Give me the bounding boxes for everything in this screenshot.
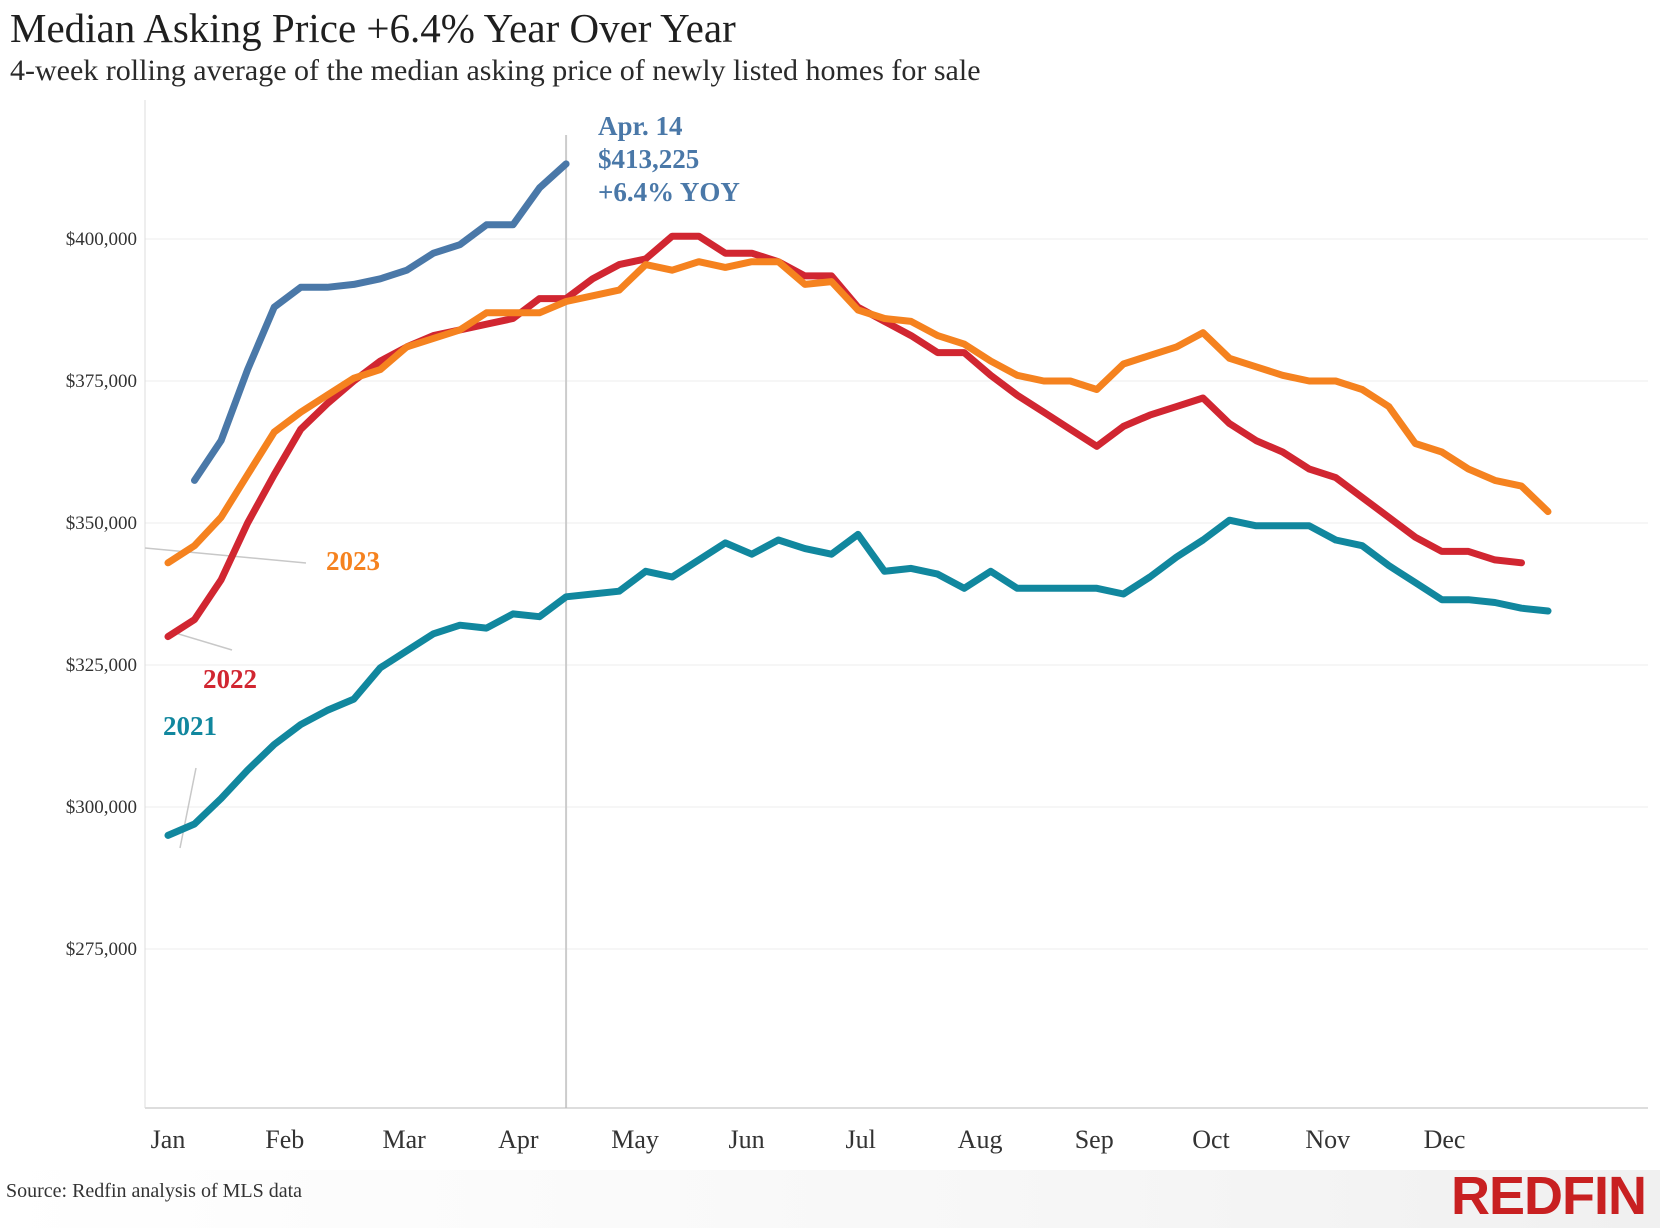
x-tick-label: Jan xyxy=(151,1125,186,1154)
series-lines xyxy=(164,160,1552,839)
y-tick-label: $350,000 xyxy=(66,513,137,534)
series-line-2023 xyxy=(164,258,1552,567)
line-chart: $275,000 $300,000 $325,000 $350,000 $375,000… xyxy=(66,100,1648,1154)
leader-line-2023 xyxy=(144,547,307,564)
series-labels: 2021 2022 2023 xyxy=(163,546,380,741)
annotation-line: +6.4% YOY xyxy=(598,177,740,207)
x-tick-label: Nov xyxy=(1305,1125,1350,1154)
footer-band xyxy=(0,1170,1660,1228)
x-tick-label: May xyxy=(611,1125,659,1154)
x-tick-label: Apr xyxy=(498,1125,539,1154)
y-axis-ticks: $275,000 $300,000 $325,000 $350,000 $375,000… xyxy=(66,229,137,960)
series-label-2021: 2021 xyxy=(163,711,217,741)
y-tick-label: $300,000 xyxy=(66,797,137,818)
annotation-line: Apr. 14 xyxy=(598,111,683,141)
chart-subtitle: 4-week rolling average of the median ask… xyxy=(10,54,981,87)
y-tick-label: $275,000 xyxy=(66,939,137,960)
x-tick-label: Aug xyxy=(958,1125,1003,1154)
x-tick-label: Dec xyxy=(1424,1125,1466,1154)
series-line-2024 xyxy=(191,160,570,484)
x-tick-label: Jun xyxy=(728,1125,764,1154)
leader-line-2021 xyxy=(179,767,197,849)
x-tick-label: Feb xyxy=(265,1125,304,1154)
x-tick-label: Oct xyxy=(1192,1125,1230,1154)
label-leader-lines xyxy=(144,547,307,849)
chart-title: Median Asking Price +6.4% Year Over Year xyxy=(10,5,736,51)
y-tick-label: $375,000 xyxy=(66,371,137,392)
series-label-2022: 2022 xyxy=(203,664,257,694)
x-tick-label: Mar xyxy=(383,1125,427,1154)
source-note: Source: Redfin analysis of MLS data xyxy=(6,1180,303,1202)
x-axis-ticks: Jan Feb Mar Apr May Jun Jul Aug Sep Oct Nov Dec xyxy=(151,1125,1466,1154)
latest-value-annotation: Apr. 14$413,225+6.4% YOY xyxy=(598,111,740,207)
redfin-logo: REDFIN xyxy=(1451,1166,1647,1226)
annotation-line: $413,225 xyxy=(598,144,699,174)
series-line-2021 xyxy=(164,516,1552,839)
x-tick-label: Jul xyxy=(845,1125,875,1154)
x-tick-label: Sep xyxy=(1075,1125,1114,1154)
series-label-2023: 2023 xyxy=(326,546,380,576)
y-tick-label: $325,000 xyxy=(66,655,137,676)
gridlines xyxy=(145,238,1648,950)
y-tick-label: $400,000 xyxy=(66,229,137,250)
leader-line-2022 xyxy=(171,631,233,651)
